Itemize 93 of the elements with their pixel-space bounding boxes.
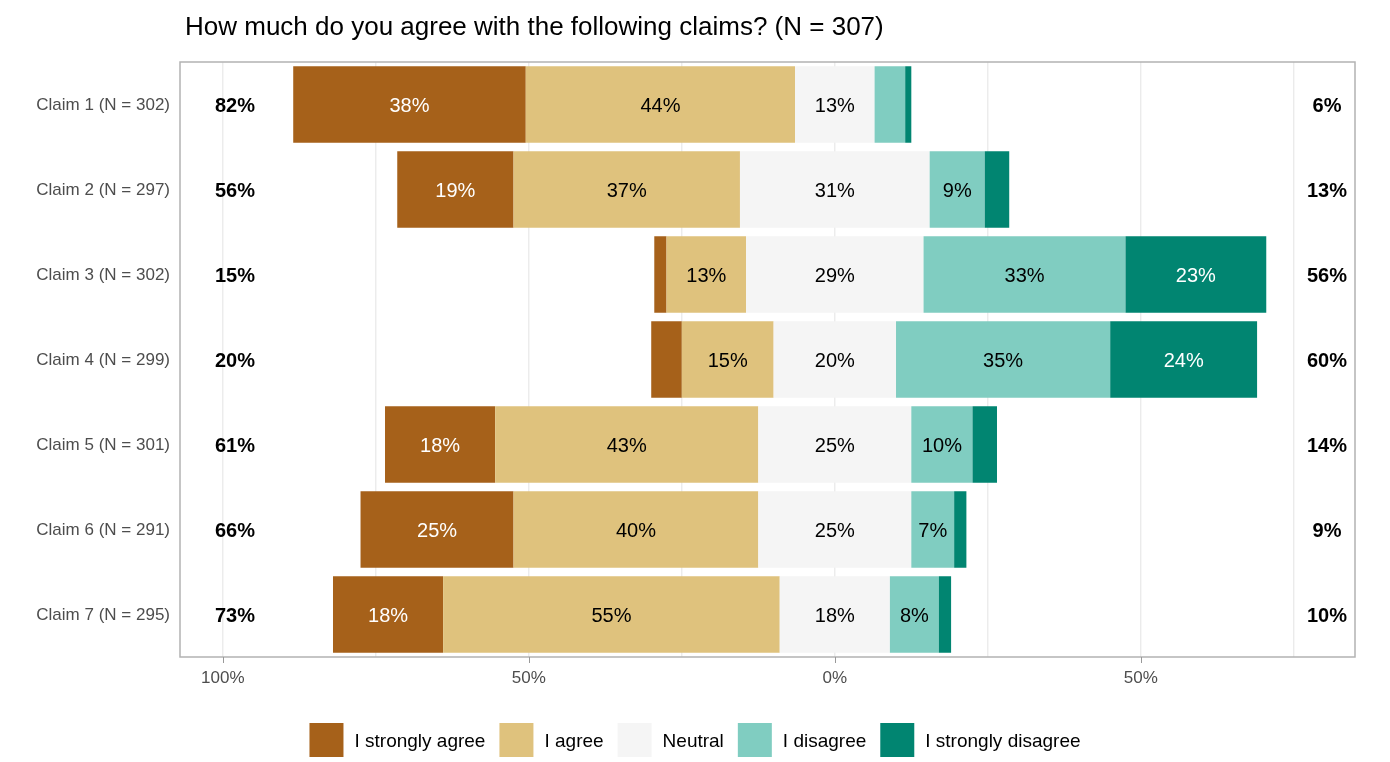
annotation: 56% xyxy=(1306,263,1348,286)
bar xyxy=(666,236,747,313)
bar xyxy=(513,151,740,228)
bar xyxy=(513,491,759,568)
data-label: 25% xyxy=(417,518,458,541)
bar xyxy=(972,406,997,483)
annotation: 13% xyxy=(1306,178,1348,201)
bar xyxy=(443,576,780,653)
data-label: 18% xyxy=(420,433,461,456)
data-label: 40% xyxy=(615,518,657,541)
data-label: 29% xyxy=(814,263,856,286)
bar xyxy=(651,321,682,398)
bar xyxy=(385,406,496,483)
bar xyxy=(954,491,967,568)
legend-label: I strongly agree xyxy=(354,729,486,751)
x-tick-label: 50% xyxy=(511,668,546,687)
bar xyxy=(911,491,955,568)
bar xyxy=(758,406,912,483)
bar xyxy=(1110,321,1258,398)
annotation: 10% xyxy=(1306,603,1348,626)
bar xyxy=(938,576,952,653)
legend-label: Neutral xyxy=(662,729,724,751)
x-tick-label: 0% xyxy=(822,668,848,687)
data-label: 44% xyxy=(640,93,681,116)
y-tick-label: Claim 6 (N = 291) xyxy=(36,520,170,539)
y-tick-label: Claim 4 (N = 299) xyxy=(36,350,170,369)
bar xyxy=(1125,236,1267,313)
bar xyxy=(360,491,514,568)
bar xyxy=(758,491,912,568)
bar xyxy=(795,66,875,143)
data-label: 15% xyxy=(707,348,748,371)
bar xyxy=(779,576,890,653)
bar xyxy=(911,406,973,483)
data-label: 19% xyxy=(435,178,476,201)
bar xyxy=(397,151,514,228)
bar xyxy=(874,66,906,143)
data-label: 55% xyxy=(591,603,632,626)
data-label: 43% xyxy=(606,433,647,456)
legend-label: I agree xyxy=(544,729,604,751)
bar xyxy=(332,576,444,653)
data-label: 24% xyxy=(1163,348,1204,371)
bar xyxy=(739,151,930,228)
bar xyxy=(984,151,1010,228)
annotation: 82% xyxy=(214,93,256,116)
bar xyxy=(525,66,796,143)
bar xyxy=(923,236,1126,313)
y-tick-label: Claim 7 (N = 295) xyxy=(36,605,170,624)
chart-title: How much do you agree with the following claims? (N = 307) xyxy=(185,11,884,41)
annotation: 14% xyxy=(1306,433,1348,456)
bar xyxy=(293,66,526,143)
y-tick-label: Claim 2 (N = 297) xyxy=(36,180,170,199)
x-tick-label: 100% xyxy=(201,668,245,687)
y-tick-label: Claim 5 (N = 301) xyxy=(36,435,170,454)
bar xyxy=(681,321,774,398)
data-label: 38% xyxy=(389,93,430,116)
x-tick-label: 50% xyxy=(1123,668,1158,687)
data-label: 25% xyxy=(814,518,856,541)
data-label: 18% xyxy=(814,603,856,626)
bar xyxy=(495,406,759,483)
legend-label: I strongly disagree xyxy=(925,729,1081,751)
data-label: 31% xyxy=(814,178,856,201)
data-label: 20% xyxy=(814,348,856,371)
bar xyxy=(746,236,924,313)
bar xyxy=(905,66,912,143)
bar xyxy=(654,236,667,313)
annotation: 6% xyxy=(1312,93,1342,116)
y-tick-label: Claim 1 (N = 302) xyxy=(36,95,170,114)
data-label: 35% xyxy=(983,348,1024,371)
data-label: 9% xyxy=(942,178,972,201)
data-label: 37% xyxy=(606,178,647,201)
bar xyxy=(929,151,985,228)
annotation: 15% xyxy=(214,263,256,286)
data-label: 10% xyxy=(921,433,963,456)
data-label: 25% xyxy=(814,433,856,456)
bar xyxy=(896,321,1111,398)
annotation: 9% xyxy=(1312,518,1342,541)
data-label: 13% xyxy=(686,263,727,286)
annotation: 73% xyxy=(214,603,256,626)
bar xyxy=(773,321,897,398)
bar xyxy=(889,576,939,653)
legend-label: I disagree xyxy=(782,729,867,751)
data-label: 13% xyxy=(814,93,856,116)
annotation: 66% xyxy=(214,518,256,541)
annotation: 61% xyxy=(214,433,256,456)
annotation: 56% xyxy=(214,178,256,201)
data-label: 33% xyxy=(1004,263,1045,286)
data-label: 8% xyxy=(899,603,930,626)
data-label: 23% xyxy=(1175,263,1217,286)
annotation: 60% xyxy=(1306,348,1348,371)
y-tick-label: Claim 3 (N = 302) xyxy=(36,265,170,284)
data-label: 18% xyxy=(368,603,409,626)
data-label: 7% xyxy=(918,518,948,541)
annotation: 20% xyxy=(214,348,256,371)
